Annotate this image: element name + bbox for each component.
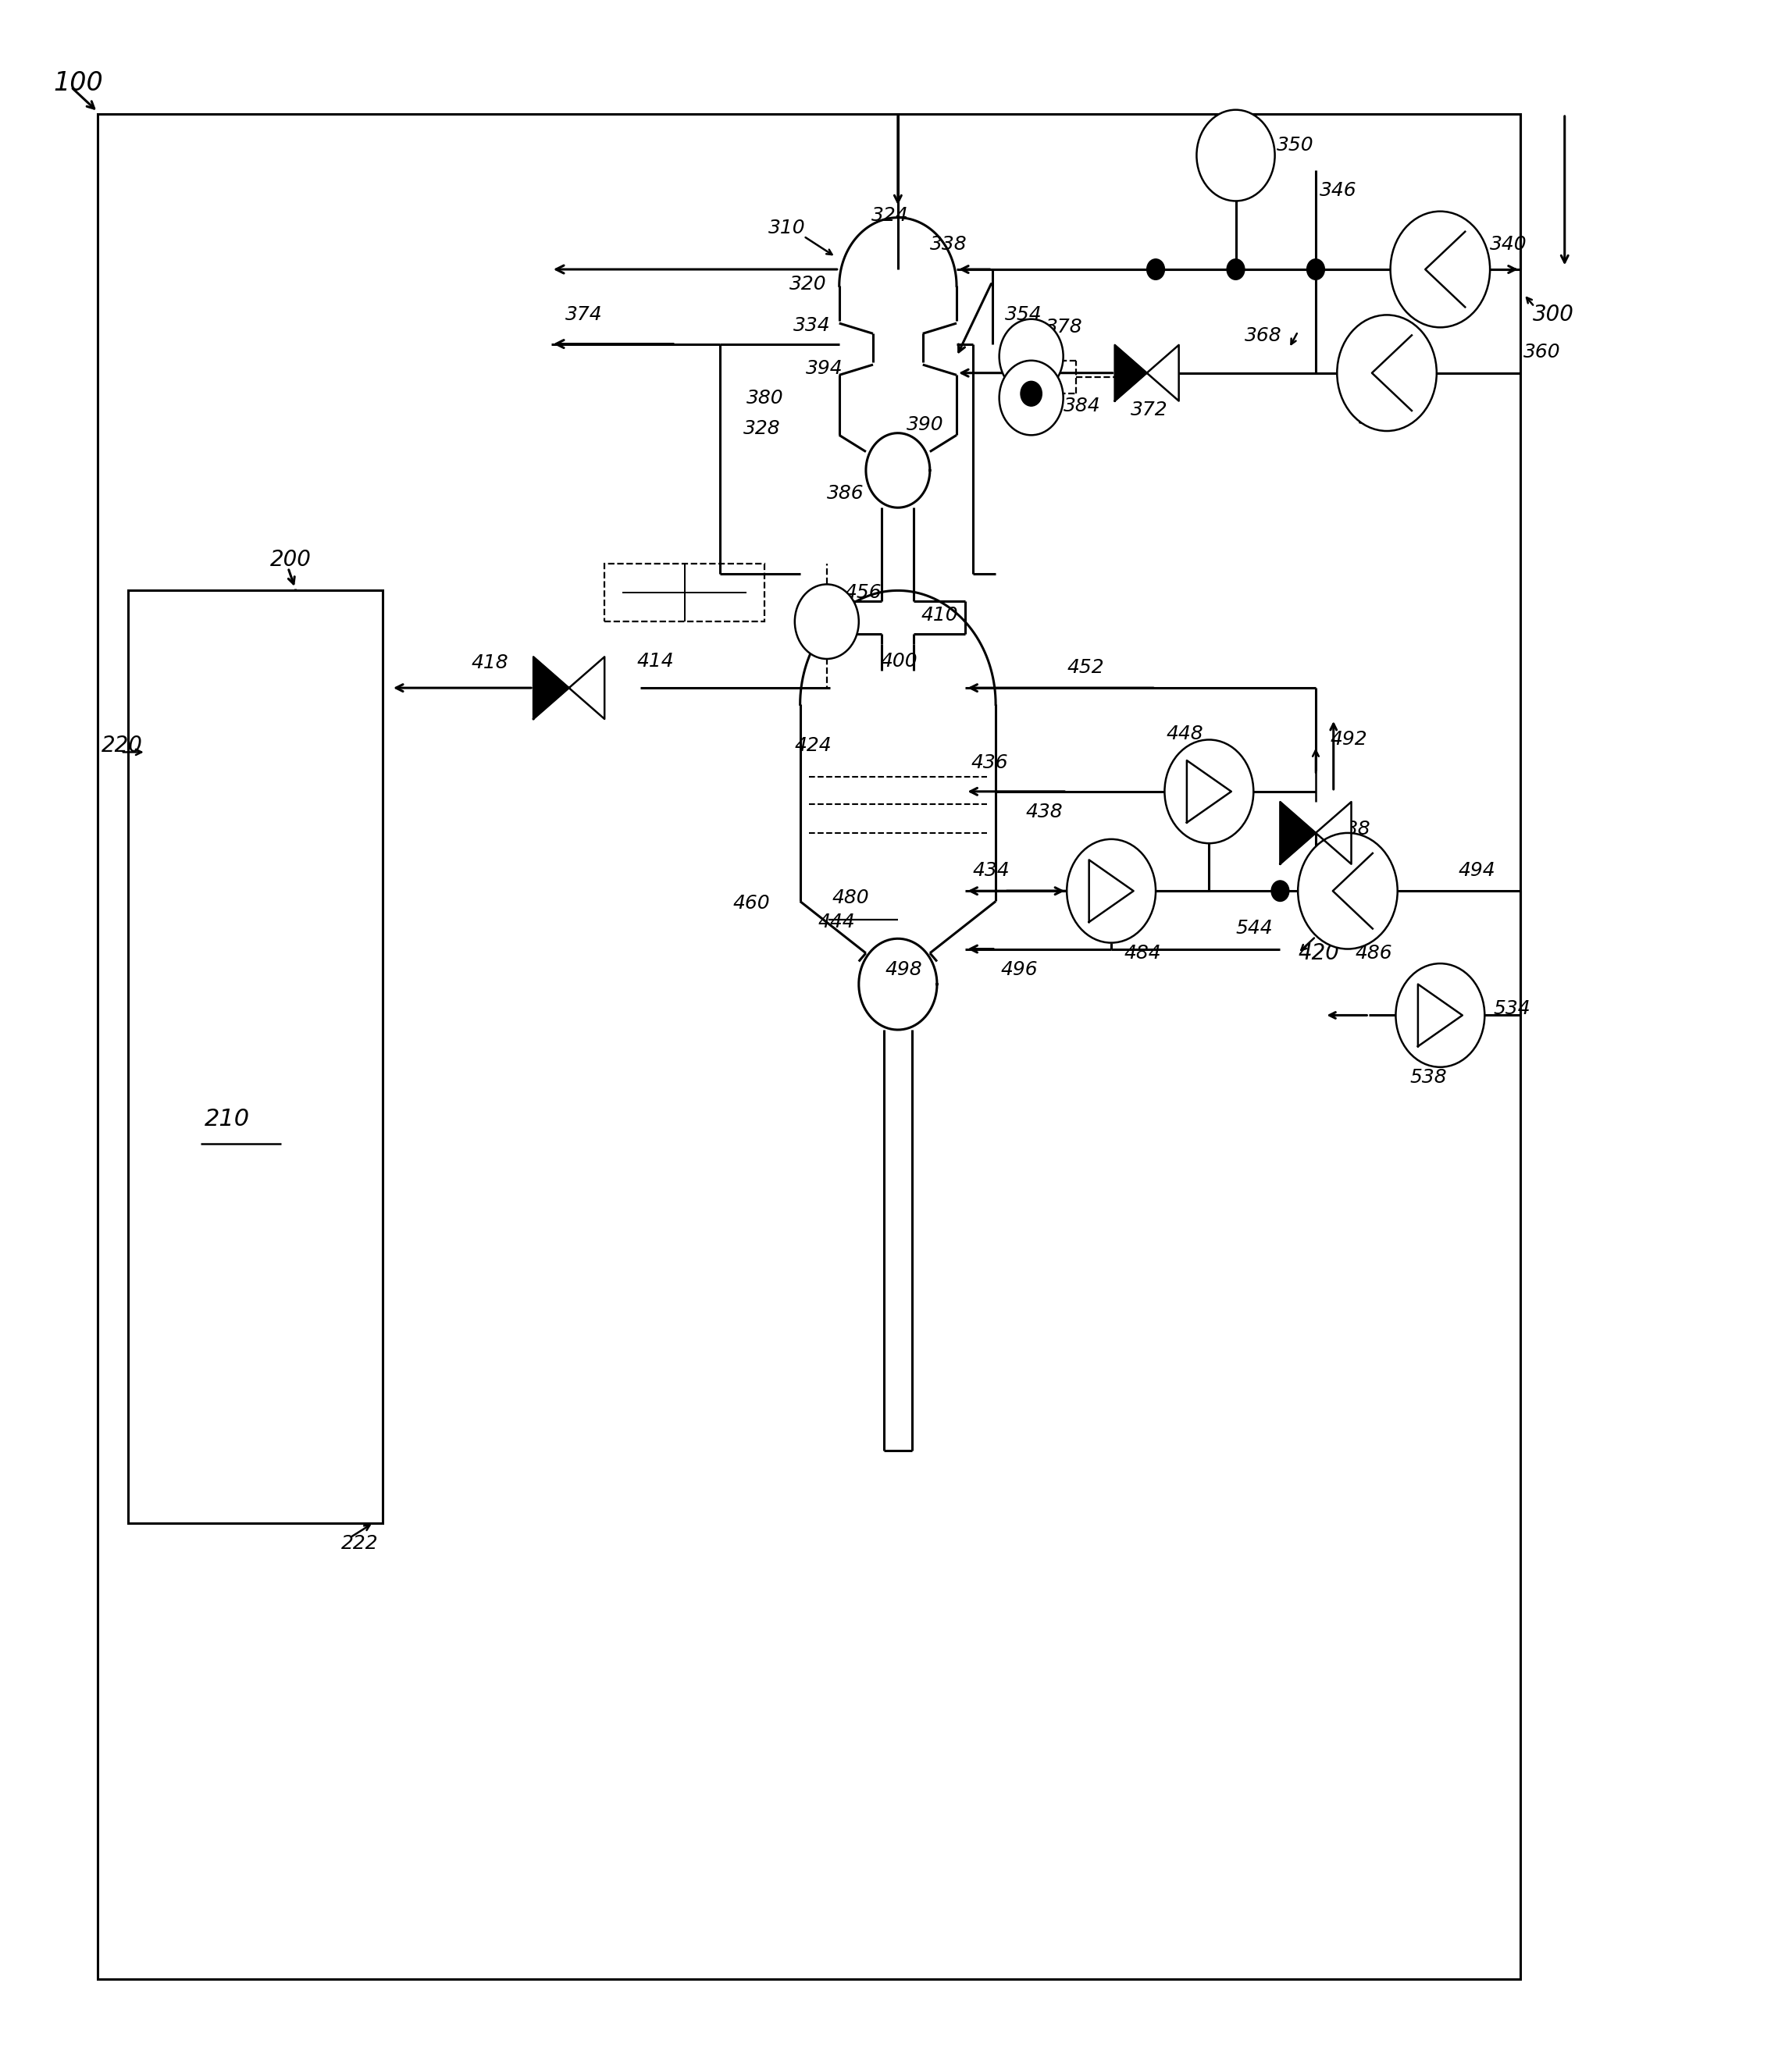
Circle shape [1227,259,1245,280]
Polygon shape [1280,802,1316,864]
Text: 338: 338 [930,234,967,255]
Text: 310: 310 [768,218,805,238]
Text: 414: 414 [637,651,674,671]
Text: 390: 390 [907,414,944,435]
Text: 494: 494 [1458,860,1495,881]
Text: 410: 410 [921,605,958,626]
Text: 350: 350 [1277,135,1314,155]
Text: 444: 444 [818,912,855,932]
Text: 544: 544 [1236,918,1273,939]
Text: 320: 320 [789,274,827,294]
Circle shape [1396,963,1485,1067]
Polygon shape [1316,802,1351,864]
Circle shape [999,319,1063,394]
Polygon shape [1115,344,1147,402]
Text: 368: 368 [1245,325,1282,346]
Text: 100: 100 [53,70,103,95]
Text: 448: 448 [1166,723,1204,744]
Circle shape [999,361,1063,435]
Text: 484: 484 [1124,943,1161,963]
Circle shape [1298,833,1398,949]
Text: 372: 372 [1131,400,1168,421]
Text: 452: 452 [1067,657,1104,678]
Polygon shape [569,657,605,719]
Text: 456: 456 [845,582,882,603]
Circle shape [1197,110,1275,201]
Text: 418: 418 [471,653,509,673]
Circle shape [1021,381,1042,406]
Text: 378: 378 [1045,317,1083,338]
Text: 480: 480 [832,889,869,908]
Text: 334: 334 [793,315,830,336]
Text: 346: 346 [1319,180,1357,201]
Text: 424: 424 [795,736,832,756]
Text: 360: 360 [1524,342,1561,363]
Text: 394: 394 [805,358,843,379]
Text: 374: 374 [565,305,603,325]
Text: 492: 492 [1330,729,1367,750]
Text: 488: 488 [1334,818,1371,839]
Text: 200: 200 [270,549,311,570]
Circle shape [795,584,859,659]
Text: 324: 324 [871,205,909,226]
Circle shape [1390,211,1490,327]
Text: 534: 534 [1494,999,1531,1019]
Text: 420: 420 [1298,943,1339,963]
Circle shape [1165,740,1253,843]
Bar [128,591,382,1523]
Text: 340: 340 [1490,234,1527,255]
Bar [605,564,765,622]
Text: 496: 496 [1001,959,1038,980]
Text: 210: 210 [204,1109,251,1129]
Text: 354: 354 [1005,305,1042,325]
Text: 498: 498 [885,959,923,980]
Text: 386: 386 [827,483,864,503]
Text: 384: 384 [1063,396,1101,416]
Text: 300: 300 [1533,305,1574,325]
Text: 400: 400 [880,651,917,671]
Bar [98,114,1520,1979]
Circle shape [1337,315,1437,431]
Circle shape [1067,839,1156,943]
Polygon shape [1147,344,1179,402]
Text: 460: 460 [733,893,770,914]
Circle shape [1271,881,1289,901]
Polygon shape [533,657,569,719]
Text: 436: 436 [971,752,1008,773]
Text: 538: 538 [1410,1067,1447,1088]
Text: 344: 344 [1422,300,1460,321]
Text: 434: 434 [973,860,1010,881]
Text: 364: 364 [1358,408,1396,429]
Text: 222: 222 [341,1533,379,1554]
Text: 486: 486 [1355,943,1392,963]
Circle shape [1147,259,1165,280]
Circle shape [1307,259,1325,280]
Text: 220: 220 [101,736,142,756]
Text: 328: 328 [743,419,781,439]
Text: 380: 380 [747,387,784,408]
Text: 438: 438 [1026,802,1063,823]
